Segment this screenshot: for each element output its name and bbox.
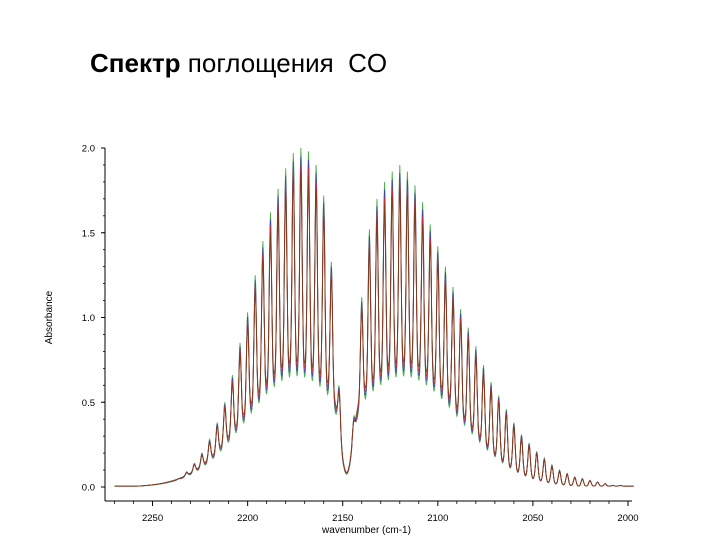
x-tick-label: 2200 bbox=[237, 513, 258, 524]
y-axis-ticks: 0.0 0.5 1.0 1.5 2.0 bbox=[82, 144, 105, 494]
y-tick-label: 0.0 bbox=[82, 483, 95, 494]
plot-area bbox=[114, 147, 634, 487]
x-axis-title: wavenumber (cm-1) bbox=[321, 525, 411, 536]
x-tick-label: 2150 bbox=[332, 513, 353, 524]
x-tick-label: 2100 bbox=[427, 513, 448, 524]
spectrum-series-line bbox=[114, 164, 634, 487]
y-tick-label: 0.5 bbox=[82, 398, 95, 409]
slide-title: Спектр поглощения CO bbox=[90, 48, 387, 79]
slide-title-rest: поглощения CO bbox=[180, 48, 388, 78]
x-tick-label: 2000 bbox=[617, 513, 638, 524]
spectrum-series-line bbox=[114, 156, 634, 487]
slide-title-bold: Спектр bbox=[90, 48, 181, 78]
spectrum-series-line bbox=[114, 147, 634, 487]
spectrum-series-line bbox=[114, 173, 634, 487]
x-tick-label: 2050 bbox=[522, 513, 543, 524]
x-axis-ticks: 2250 2200 2150 2100 2050 2000 bbox=[114, 501, 639, 524]
y-tick-label: 1.0 bbox=[82, 313, 95, 324]
x-tick-label: 2250 bbox=[142, 513, 163, 524]
y-tick-label: 1.5 bbox=[82, 228, 95, 239]
y-tick-label: 2.0 bbox=[82, 144, 95, 155]
y-axis-title: Absorbance bbox=[44, 290, 55, 344]
